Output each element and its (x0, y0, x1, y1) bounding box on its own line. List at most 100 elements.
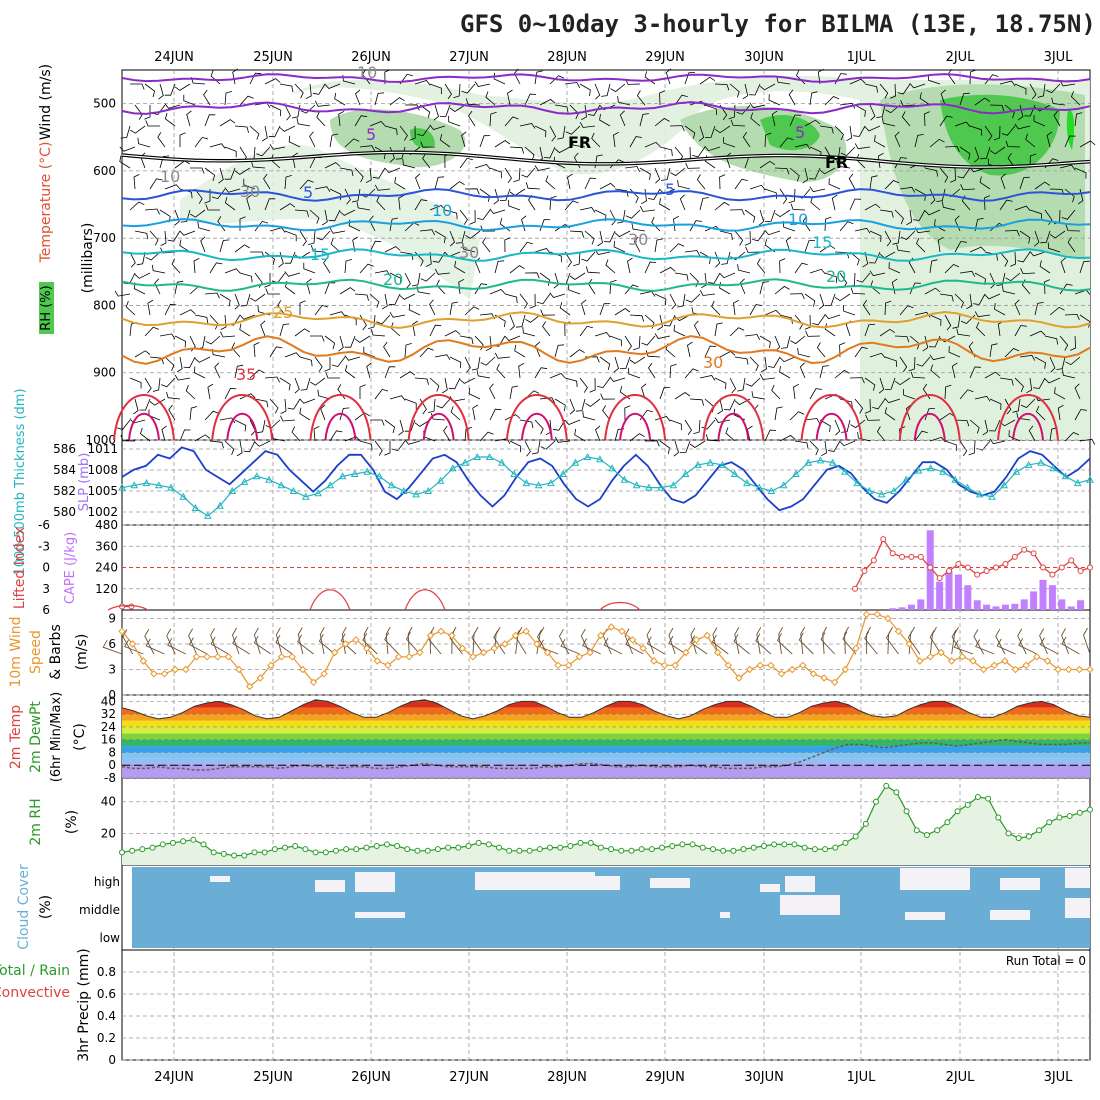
wind-barb (849, 251, 860, 266)
cape-bar (1048, 585, 1056, 610)
surface-wind-barb (690, 627, 697, 655)
temperature-band (122, 752, 1090, 759)
wind-barb (363, 346, 376, 358)
date-label-top: 3JUL (1044, 50, 1074, 65)
wind-barb (1029, 251, 1046, 257)
wind-barb (145, 120, 160, 127)
thickness-marker (743, 479, 751, 487)
wind-barb (485, 335, 492, 352)
wind-barb (794, 440, 809, 449)
wind-barb (458, 278, 465, 295)
wind-barb (224, 187, 241, 193)
wind-barb (263, 173, 271, 190)
wind-barb (434, 176, 445, 190)
wind-barb (974, 311, 991, 318)
wind-barb (689, 272, 699, 288)
date-label-top: 25JUN (253, 50, 293, 65)
axis-titles: RH (%)Temperature (°C)Wind (m/s)(milliba… (0, 64, 96, 1062)
rh-marker (180, 838, 187, 845)
wind-barb (685, 162, 701, 169)
lifted-index-marker (870, 557, 877, 564)
wind-barb (989, 146, 1006, 155)
slp-tick-label: 1011 (87, 442, 118, 456)
wind-barb (554, 146, 571, 154)
surface-wind-barb (210, 636, 229, 655)
wind-barb (359, 145, 376, 152)
slp-tick-label: 1005 (87, 484, 118, 498)
wind-barb (821, 440, 827, 457)
wind-barb (579, 325, 594, 337)
lifted-index-marker (1087, 564, 1093, 571)
wind-barb (504, 335, 521, 341)
wind-barb (130, 125, 146, 134)
temp-tick-label: 8 (108, 745, 116, 759)
wind-barb (513, 68, 521, 85)
wind-barb (789, 114, 801, 127)
wind-barb (489, 408, 502, 421)
wind-barb (899, 356, 908, 373)
wind-barb (294, 377, 300, 394)
wind-barb (277, 300, 286, 316)
wind-barb (900, 100, 916, 107)
surface-wind-barb (690, 635, 708, 655)
wind-barb (480, 356, 496, 366)
thickness-marker (583, 452, 592, 460)
wind-barb (789, 293, 805, 300)
wind-barb (659, 387, 671, 400)
wind-barb (879, 328, 896, 337)
wind-barb (993, 125, 1001, 141)
wind-barb (374, 92, 385, 106)
wind-barb (729, 209, 745, 216)
wind-barb (454, 260, 466, 274)
wind-barb (909, 83, 926, 89)
wind-barb (794, 262, 808, 274)
wind-barb (489, 208, 506, 214)
wind-barb (356, 201, 371, 211)
temperature-band (122, 714, 1090, 721)
wind-barb (974, 395, 991, 402)
wind-barb (1037, 83, 1046, 98)
rh-area-dark (410, 128, 435, 149)
wind-barb (579, 122, 596, 128)
wind-barb (742, 83, 749, 100)
date-label-top: 27JUN (449, 50, 489, 65)
wind-barb (584, 177, 597, 190)
wind-barb (414, 419, 431, 427)
wind-barb (659, 90, 666, 106)
wind-barb (734, 356, 749, 365)
wind-barb (509, 385, 519, 400)
wind-speed-marker (533, 640, 541, 648)
wind-barb (534, 70, 543, 85)
thickness-line (121, 456, 1091, 517)
wind-barb (734, 230, 744, 246)
wind-barb (914, 430, 928, 442)
wind-barb (788, 89, 796, 106)
surface-wind-barb (560, 638, 580, 655)
wind-speed-marker (841, 665, 850, 674)
rh-marker (1087, 806, 1093, 813)
precip-tick-label: 0.8 (97, 965, 116, 979)
wind-barb (211, 188, 226, 200)
wind-barb (669, 419, 682, 431)
lifted-index-marker (908, 553, 915, 560)
wind-barb (224, 146, 237, 158)
wind-barb (669, 293, 677, 310)
wind-barb (1044, 209, 1053, 226)
lifted-index-line (107, 604, 149, 611)
temp2m-axis-title: 2m DewPt (28, 701, 44, 773)
rh-marker (659, 844, 666, 851)
wind-barb (493, 72, 506, 85)
isotherm-line (128, 412, 160, 441)
thickness-marker (277, 481, 286, 489)
wind-barb (613, 240, 626, 253)
wind-barb (809, 268, 826, 275)
wind-barb (565, 125, 581, 135)
wind-barb (464, 188, 480, 195)
wind-barb (684, 125, 696, 139)
wind-barb (234, 419, 247, 432)
isotherms (113, 73, 1091, 441)
wind-barb (197, 221, 211, 232)
lifted-index-axis-title: Lifted Index (12, 527, 28, 609)
wind-barb (849, 198, 861, 211)
